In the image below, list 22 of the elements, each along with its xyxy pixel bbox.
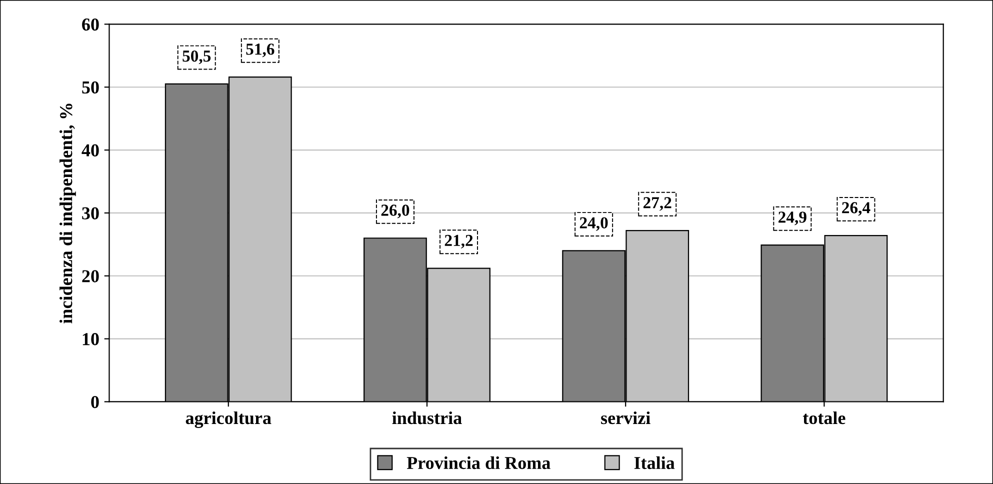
y-tick-label: 10 [82, 333, 99, 346]
y-axis-title: incidenza di indipendenti, % [60, 104, 76, 324]
legend-label: Italia [634, 456, 675, 470]
x-tick-label: totale [802, 411, 846, 424]
data-label: 26,0 [381, 204, 410, 218]
data-label: 50,5 [182, 50, 211, 64]
x-tick-label: industria [392, 411, 462, 424]
x-tick-label: agricoltura [186, 411, 272, 428]
y-tick-label: 30 [82, 207, 99, 220]
data-label: 51,6 [246, 44, 274, 58]
data-label: 21,2 [444, 234, 473, 248]
data-label: 27,2 [643, 197, 672, 211]
x-tick-label: servizi [601, 411, 650, 424]
y-tick-label: 50 [82, 81, 99, 94]
y-tick-label: 0 [91, 396, 99, 408]
data-label: 26,4 [842, 202, 870, 216]
legend-label: Provincia di Roma [406, 456, 550, 470]
y-tick-label: 20 [82, 270, 99, 282]
y-tick-label: 40 [82, 144, 99, 156]
data-label: 24,0 [580, 217, 608, 231]
data-label: 24,9 [778, 212, 806, 226]
y-tick-label: 60 [82, 18, 99, 31]
